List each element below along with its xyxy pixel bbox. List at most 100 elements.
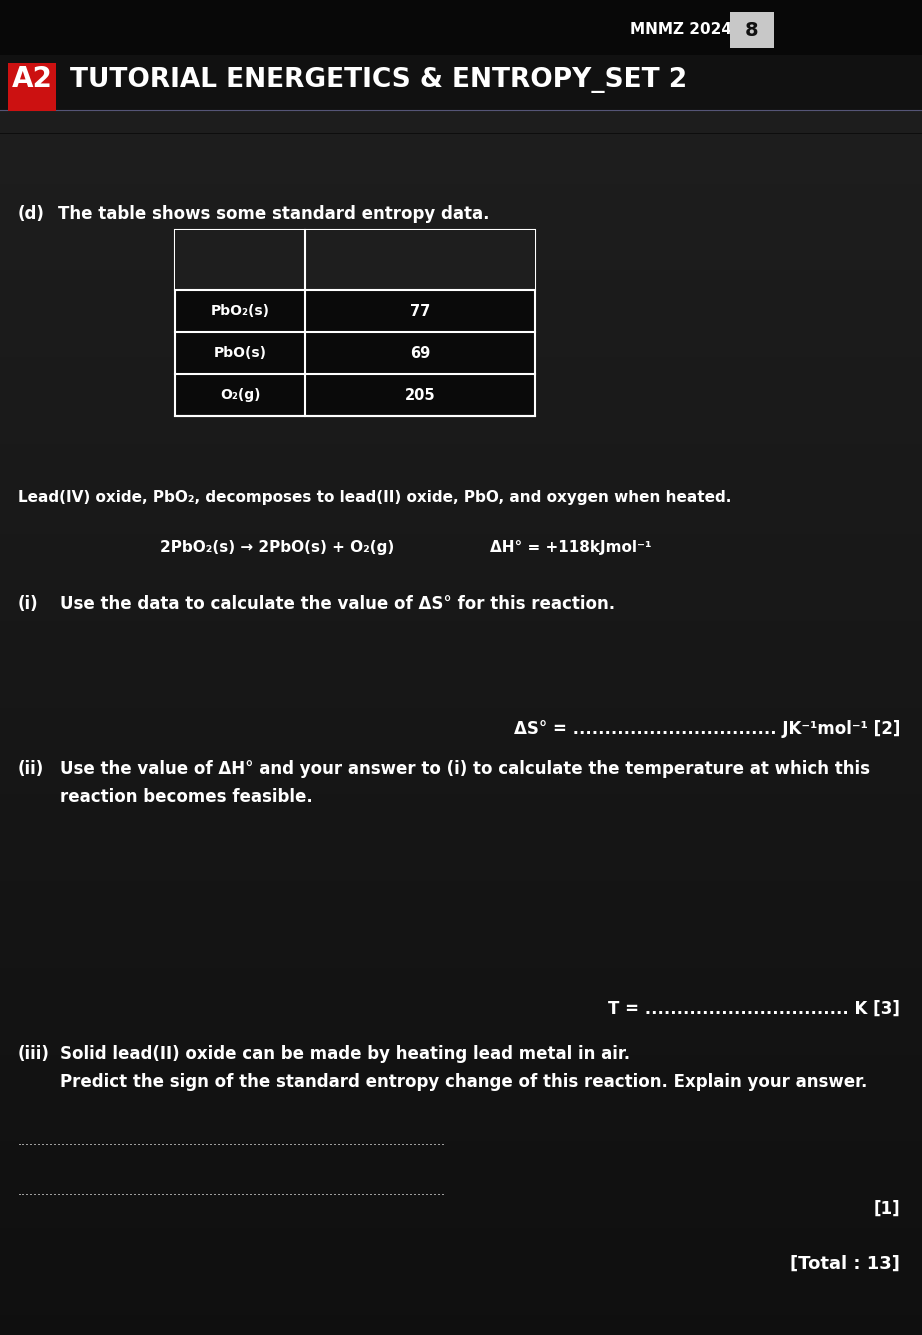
Bar [0, 1315, 922, 1319]
Bar [0, 140, 922, 143]
Bar [0, 894, 922, 897]
Bar [0, 668, 922, 670]
Bar [0, 585, 922, 587]
Bar [0, 1306, 922, 1308]
Bar [0, 1244, 922, 1248]
Bar [0, 0, 922, 55]
Bar [0, 290, 922, 294]
Bar [0, 1101, 922, 1105]
Bar [0, 16, 922, 20]
Bar [0, 1008, 922, 1012]
Bar [0, 541, 922, 545]
Bar [0, 300, 922, 304]
Bar [0, 567, 922, 571]
Bar [0, 1239, 922, 1242]
Bar [0, 421, 922, 423]
Bar [0, 1035, 922, 1039]
Bar [0, 398, 922, 400]
Bar [0, 905, 922, 908]
Bar [0, 411, 922, 414]
Bar [0, 490, 922, 494]
Bar [0, 587, 922, 590]
Bar [0, 757, 922, 761]
Bar [0, 631, 922, 634]
Bar [0, 964, 922, 968]
Bar [0, 260, 922, 264]
Bar [0, 461, 922, 465]
Bar [0, 647, 922, 650]
Text: Use the value of ΔH° and your answer to (i) to calculate the temperature at whic: Use the value of ΔH° and your answer to … [60, 760, 870, 806]
Bar [0, 127, 922, 131]
Bar [0, 861, 922, 865]
Bar [0, 1095, 922, 1097]
Bar [0, 296, 922, 300]
Bar [0, 830, 922, 834]
Bar [0, 1021, 922, 1025]
Bar [0, 1131, 922, 1135]
Bar [0, 577, 922, 581]
Bar [0, 1164, 922, 1168]
Text: 205: 205 [405, 387, 435, 402]
Bar [0, 113, 922, 116]
Bar [0, 507, 922, 510]
Bar [0, 721, 922, 724]
Bar [0, 314, 922, 316]
Bar [0, 1017, 922, 1021]
Bar [0, 781, 922, 784]
Bar [0, 49, 922, 53]
Bar [0, 848, 922, 852]
Bar [0, 1031, 922, 1035]
Text: substance: substance [200, 254, 280, 267]
Bar [0, 234, 922, 238]
Bar [0, 347, 922, 350]
Bar [0, 451, 922, 454]
Bar [0, 180, 922, 183]
Bar [0, 808, 922, 812]
Bar [0, 294, 922, 298]
Bar [0, 734, 922, 737]
Bar [0, 1262, 922, 1264]
Bar [0, 517, 922, 521]
Bar [0, 144, 922, 147]
Bar [0, 350, 922, 354]
Bar [0, 123, 922, 127]
Bar [0, 1044, 922, 1048]
Bar [0, 390, 922, 394]
Bar [0, 104, 922, 107]
Text: (ii): (ii) [18, 760, 44, 778]
Bar [0, 147, 922, 150]
Bar [0, 710, 922, 714]
Bar [0, 1319, 922, 1322]
Bar [175, 230, 535, 290]
Bar [0, 1208, 922, 1212]
Bar [0, 804, 922, 808]
Bar [0, 1258, 922, 1262]
Bar [0, 1141, 922, 1145]
Bar [0, 503, 922, 507]
Bar [0, 251, 922, 254]
Bar [0, 558, 922, 561]
Bar [0, 63, 922, 67]
Bar [0, 323, 922, 327]
Bar [0, 1298, 922, 1302]
Bar [0, 370, 922, 374]
Bar [0, 434, 922, 437]
Bar [0, 1288, 922, 1291]
Bar [0, 975, 922, 977]
Bar [0, 270, 922, 274]
Bar [0, 961, 922, 964]
Bar [0, 1322, 922, 1324]
Bar [0, 563, 922, 567]
Bar [0, 116, 922, 120]
Bar [0, 865, 922, 868]
Text: (iii): (iii) [18, 1045, 50, 1063]
Bar [0, 1168, 922, 1172]
Bar [0, 663, 922, 668]
Bar [0, 176, 922, 180]
Bar [0, 400, 922, 403]
Bar [0, 230, 922, 234]
Bar [0, 534, 922, 537]
Bar [0, 527, 922, 530]
Bar [0, 356, 922, 360]
Bar [0, 33, 922, 37]
